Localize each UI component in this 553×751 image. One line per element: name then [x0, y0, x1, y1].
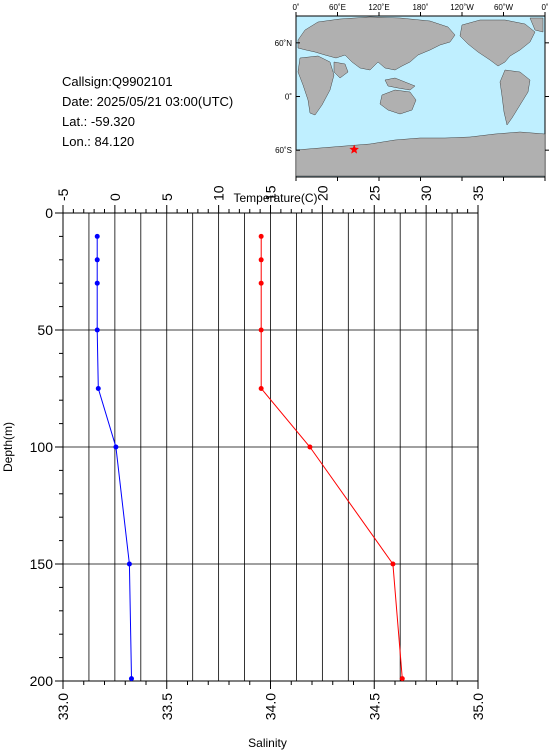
map-graticule [295, 12, 549, 181]
temperature-tick-label: 5 [159, 193, 175, 201]
temperature-data-point [258, 233, 264, 239]
north-america-landmass [459, 19, 536, 67]
salinity-data-point [94, 233, 100, 239]
temperature-profile-line [260, 236, 403, 679]
station-marker-icon [349, 144, 359, 154]
salinity-tick-label: 34.5 [366, 693, 382, 720]
salinity-tick-label: 35.0 [470, 693, 486, 720]
map-lon-label: 120˚E [368, 3, 389, 12]
map-lat-label: 60˚S [275, 146, 292, 155]
lon-text: Lon.: 84.120 [62, 134, 134, 149]
salinity-data-point [113, 444, 119, 450]
temperature-data-point [390, 561, 396, 567]
depth-tick-label: 50 [37, 322, 53, 338]
depth-tick-label: 200 [30, 673, 54, 689]
salinity-tick-label: 34.0 [263, 693, 279, 720]
callsign-text: Callsign:Q9902101 [62, 74, 173, 89]
temperature-tick-label: -5 [55, 188, 71, 201]
antarctica-landmass [295, 131, 546, 177]
map-lat-label: 60˚N [275, 39, 293, 48]
map-lon-label: 0˚ [292, 3, 299, 12]
depth-axis-title: Depth(m) [1, 422, 15, 472]
map-lon-label: 180˚ [412, 3, 428, 12]
salinity-data-point [128, 676, 134, 682]
depth-tick-label: 150 [30, 556, 54, 572]
salinity-tick-label: 33.0 [55, 693, 71, 720]
salinity-axis-title: Salinity [248, 736, 287, 750]
temperature-data-point [258, 386, 264, 391]
temperature-axis-title: Temperature(C) [233, 191, 317, 205]
temperature-data-point [258, 327, 264, 333]
temperature-tick-label: 0 [107, 193, 123, 201]
location-map: 0˚ 60˚E 120˚E 180˚ 120˚W 60˚W 0˚ 60˚N 0˚ 60˚S [275, 3, 549, 181]
station-info: Callsign:Q9902101 Date: 2025/05/21 03:00… [62, 74, 233, 149]
salinity-tick-label: 33.5 [159, 693, 175, 720]
salinity-data-point [94, 257, 100, 263]
map-lon-label: 120˚W [450, 3, 474, 12]
temperature-data-point [258, 280, 264, 286]
temperature-tick-label: 20 [314, 185, 330, 201]
australia-landmass [379, 89, 417, 115]
eurasia-landmass [297, 16, 456, 71]
temperature-data-point [399, 676, 405, 682]
date-text: Date: 2025/05/21 03:00(UTC) [62, 94, 233, 109]
temperature-tick-label: 25 [366, 185, 382, 201]
salinity-data-point [94, 280, 100, 286]
map-lon-label: 60˚E [329, 3, 346, 12]
south-america-landmass [499, 69, 531, 126]
temperature-tick-label: 10 [211, 185, 227, 201]
salinity-data-point [126, 561, 132, 567]
temperature-data-point [258, 257, 264, 263]
lat-text: Lat.: -59.320 [62, 114, 135, 129]
depth-tick-label: 100 [30, 439, 54, 455]
indonesia-islands [384, 77, 416, 91]
temperature-data-point [307, 444, 313, 450]
temperature-tick-label: 35 [470, 185, 486, 201]
salinity-profile-line [96, 236, 132, 679]
temperature-tick-label: 15 [263, 185, 279, 201]
greenland-landmass [529, 17, 544, 33]
temperature-tick-label: 30 [418, 185, 434, 201]
arabia-landmass [333, 61, 349, 79]
salinity-data-point [95, 386, 101, 391]
map-landmasses [295, 16, 546, 177]
africa-landmass [297, 55, 335, 116]
map-lon-label: 0˚ [541, 3, 548, 12]
map-lat-label: 0˚ [285, 93, 292, 102]
salinity-data-point [94, 327, 100, 333]
map-lon-label: 60˚W [494, 3, 514, 12]
depth-tick-label: 0 [45, 205, 53, 221]
